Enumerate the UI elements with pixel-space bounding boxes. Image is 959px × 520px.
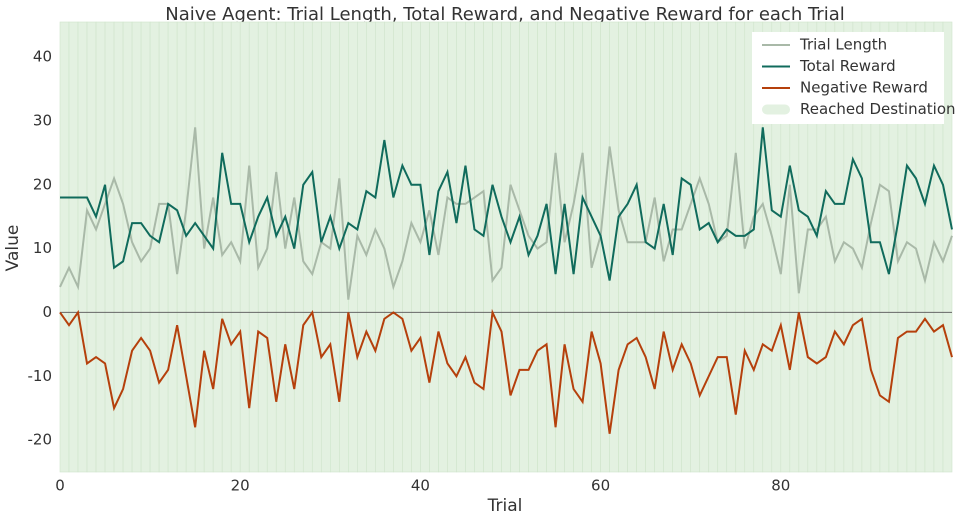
shade-span [483, 21, 493, 473]
shade-span [573, 21, 583, 473]
shade-span [456, 21, 466, 473]
legend-label: Total Reward [799, 57, 896, 75]
y-tick-label: 0 [42, 303, 52, 321]
x-tick-label: 40 [411, 477, 430, 495]
series-line [60, 127, 953, 281]
x-axis-label: Trial [487, 496, 523, 516]
x-tick-label: 80 [771, 477, 790, 495]
legend-swatch [762, 104, 790, 115]
y-tick-label: -10 [28, 367, 53, 385]
shade-span [402, 21, 412, 473]
shade-span [384, 21, 394, 473]
legend-label: Reached Destination [800, 100, 956, 118]
shade-span [465, 21, 475, 473]
shade-span [510, 21, 520, 473]
shade-span [59, 21, 70, 473]
series-line [59, 308, 953, 434]
y-axis-label: Value [3, 225, 23, 272]
y-tick-label: 30 [33, 111, 52, 129]
shade-span [492, 21, 502, 473]
shade-span [555, 21, 565, 473]
shade-span [546, 21, 556, 473]
y-tick-label: -20 [28, 431, 53, 449]
shade-span [474, 21, 484, 473]
shade-span [122, 21, 133, 473]
shade-span [564, 21, 574, 473]
legend: Trial Length Total Reward Negative Reward R… [752, 32, 956, 124]
legend-label: Negative Reward [800, 79, 928, 97]
shade-span [699, 21, 710, 473]
shade-span [95, 21, 106, 473]
shade-span [708, 21, 719, 473]
x-tick-label: 20 [231, 477, 250, 495]
shade-span [447, 21, 457, 473]
shade-span [627, 21, 637, 473]
x-tick-label: 0 [55, 477, 65, 495]
y-tick-label: 10 [33, 239, 52, 257]
shade-span [266, 21, 277, 473]
shade-span [302, 21, 313, 473]
shade-span [681, 21, 692, 473]
shade-span [149, 21, 160, 473]
y-tick-label: 20 [33, 175, 52, 193]
shade-span [366, 21, 376, 473]
shade-span [393, 21, 403, 473]
chart-title: Naive Agent: Trial Length, Total Reward,… [165, 4, 845, 25]
shade-span [275, 21, 286, 473]
x-tick-label: 60 [591, 477, 610, 495]
shade-span [68, 21, 79, 473]
shade-span [591, 21, 601, 473]
y-tick-label: 40 [33, 48, 52, 66]
shade-span [167, 21, 178, 473]
shade-span [690, 21, 701, 473]
shade-span [158, 21, 169, 473]
shade-span [717, 21, 728, 473]
series-line [59, 127, 953, 300]
shade-span [257, 21, 268, 473]
legend-label: Trial Length [799, 36, 887, 54]
shade-span [86, 21, 97, 473]
shade-span [194, 21, 205, 473]
shade-span [140, 21, 151, 473]
shade-span [411, 21, 421, 473]
shade-span [636, 21, 646, 473]
shade-span [618, 21, 628, 473]
